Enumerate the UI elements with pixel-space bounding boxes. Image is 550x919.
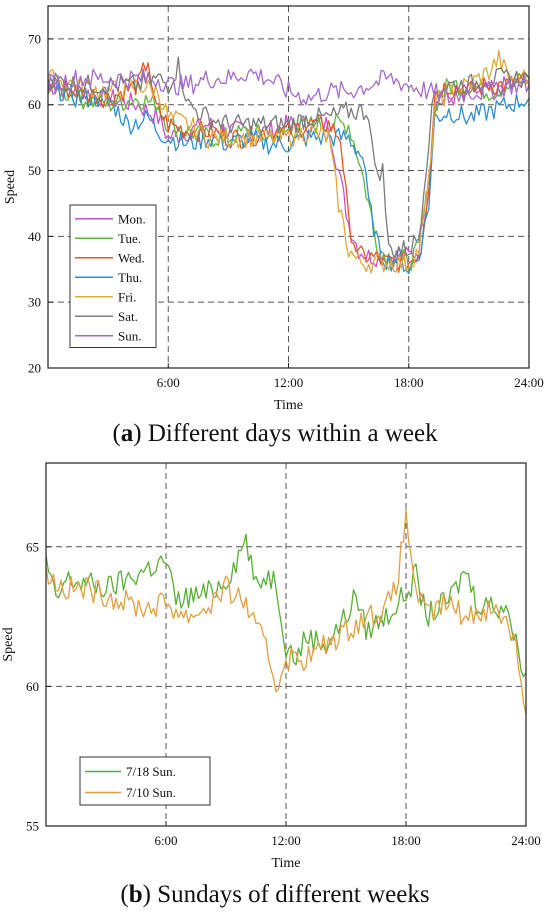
legend-label: Tue.	[118, 231, 141, 246]
x-tick-label: 24:00	[511, 833, 541, 848]
y-tick-label: 20	[28, 361, 41, 376]
series-line-mon-	[47, 76, 530, 268]
series-group-0	[47, 49, 530, 275]
legend-box	[79, 756, 211, 806]
x-tick-label: 18:00	[394, 375, 424, 390]
x-tick-label: 12:00	[271, 833, 301, 848]
y-tick-label: 70	[28, 31, 41, 46]
caption-b: (b) Sundays of different weeks	[120, 881, 430, 908]
caption-b-text: ) Sundays of different weeks	[142, 881, 430, 908]
y-tick-label: 65	[26, 539, 39, 554]
series-line-sun-	[47, 68, 530, 106]
legend-label: 7/10 Sun.	[126, 785, 176, 800]
legend-box	[69, 204, 157, 348]
y-tick-label: 55	[26, 819, 39, 834]
series-line-7-18-sun-	[45, 533, 527, 678]
ticks-0: 6:00 12:00 18:00 24:00 20 30 40 50 60 70	[28, 31, 544, 390]
caption-a: (a) Different days within a week	[112, 420, 438, 447]
legend-label: Sat.	[118, 309, 138, 324]
ticks-1: 6:00 12:00 18:00 24:00 55 60 65	[26, 539, 541, 848]
y-tick-label: 30	[28, 295, 41, 310]
y-tick-label: 60	[26, 679, 39, 694]
legend-1: 7/18 Sun. 7/10 Sun.	[79, 756, 211, 806]
y-axis-label: Speed	[3, 170, 18, 204]
legend-label: Sun.	[118, 328, 141, 343]
series-group-1	[45, 508, 527, 715]
caption-b-letter: b	[128, 881, 143, 908]
x-tick-label: 6:00	[154, 833, 177, 848]
chart-a: 6:00 12:00 18:00 24:00 20 30 40 50 60 70 Time Speed…	[3, 5, 544, 413]
x-axis-label: Time	[271, 856, 300, 871]
grid-1	[46, 463, 526, 826]
legend-0: Mon. Tue. Wed. Thu. Fri. Sat. Sun.	[69, 204, 157, 348]
x-tick-label: 18:00	[391, 833, 421, 848]
series-line-7-10-sun-	[45, 508, 527, 715]
legend-label: Wed.	[118, 250, 145, 265]
legend-label: Fri.	[118, 289, 136, 304]
legend-label: Thu.	[118, 270, 142, 285]
series-line-sat-	[47, 56, 530, 258]
caption-a-letter: a	[120, 420, 134, 447]
legend-label: Mon.	[118, 211, 146, 226]
x-tick-label: 12:00	[274, 375, 304, 390]
legend-label: 7/18 Sun.	[126, 764, 176, 779]
y-tick-label: 50	[28, 163, 41, 178]
y-tick-label: 40	[28, 229, 41, 244]
series-line-thu-	[47, 77, 530, 275]
x-tick-label: 6:00	[157, 375, 180, 390]
chart-b: 6:00 12:00 18:00 24:00 55 60 65 Time Speed 7/18 S…	[1, 462, 541, 871]
x-tick-label: 24:00	[514, 375, 544, 390]
caption-a-text: ) Different days within a week	[133, 420, 438, 447]
y-axis-label: Speed	[1, 627, 16, 661]
y-tick-label: 60	[28, 97, 41, 112]
x-axis-label: Time	[274, 398, 303, 413]
